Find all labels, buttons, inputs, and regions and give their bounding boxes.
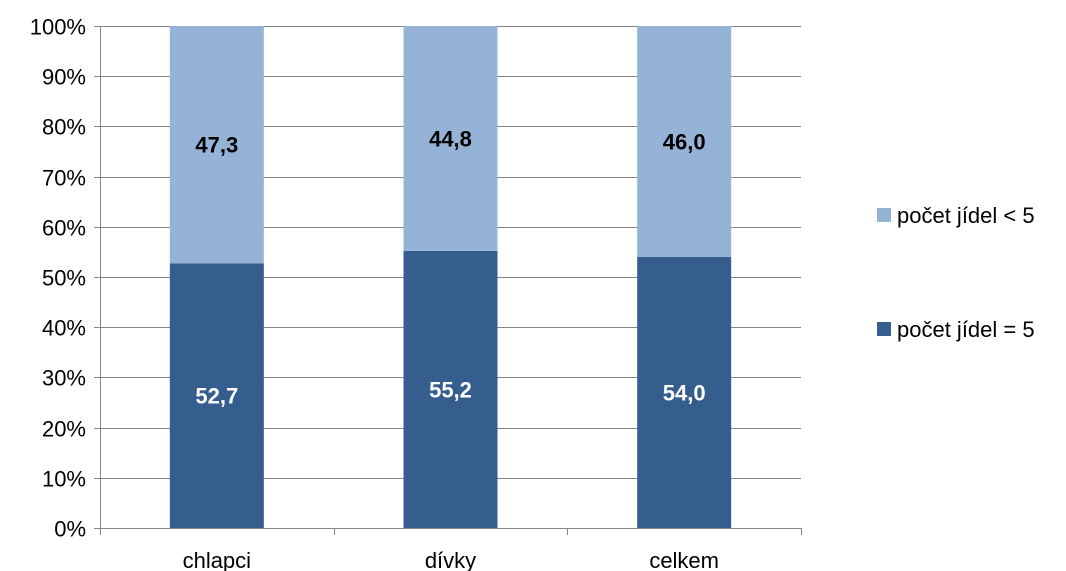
data-label: 52,7 [195, 384, 238, 409]
x-category-label: chlapci [183, 548, 251, 571]
x-category-label: celkem [649, 548, 719, 571]
bar-segment [403, 250, 498, 528]
legend-swatch [877, 208, 891, 222]
data-label: 54,0 [663, 380, 706, 405]
y-tick-label: 30% [42, 366, 86, 391]
bar-segment [637, 26, 732, 257]
data-label: 44,8 [429, 126, 472, 151]
y-tick-label: 50% [42, 266, 86, 291]
legend-label: počet jídel = 5 [897, 317, 1035, 342]
y-tick-label: 80% [42, 115, 86, 140]
y-tick-label: 10% [42, 467, 86, 492]
data-label: 55,2 [429, 377, 472, 402]
y-tick-label: 70% [42, 166, 86, 191]
y-tick-label: 100% [30, 15, 86, 40]
data-labels: 52,7 47,3 55,2 44,8 54,0 46,0 [195, 126, 705, 408]
y-tick-labels: 0% 10% 20% 30% 40% 50% 60% 70% 80% 90% 100% [30, 15, 86, 542]
bars [169, 26, 732, 528]
legend-swatch [877, 322, 891, 336]
legend: počet jídel < 5 počet jídel = 5 [877, 203, 1035, 342]
bar-segment [169, 263, 264, 528]
x-category-labels: chlapci dívky celkem [183, 548, 719, 571]
bar-segment [637, 256, 732, 528]
bar-segment [169, 26, 264, 264]
bar-segment [403, 26, 498, 251]
data-label: 47,3 [195, 133, 238, 158]
data-label: 46,0 [663, 129, 706, 154]
axes [94, 26, 802, 535]
y-tick-label: 40% [42, 316, 86, 341]
y-tick-label: 90% [42, 65, 86, 90]
y-tick-label: 20% [42, 417, 86, 442]
x-category-label: dívky [425, 548, 476, 571]
y-tick-label: 0% [54, 517, 86, 542]
legend-label: počet jídel < 5 [897, 203, 1035, 228]
y-tick-label: 60% [42, 216, 86, 241]
